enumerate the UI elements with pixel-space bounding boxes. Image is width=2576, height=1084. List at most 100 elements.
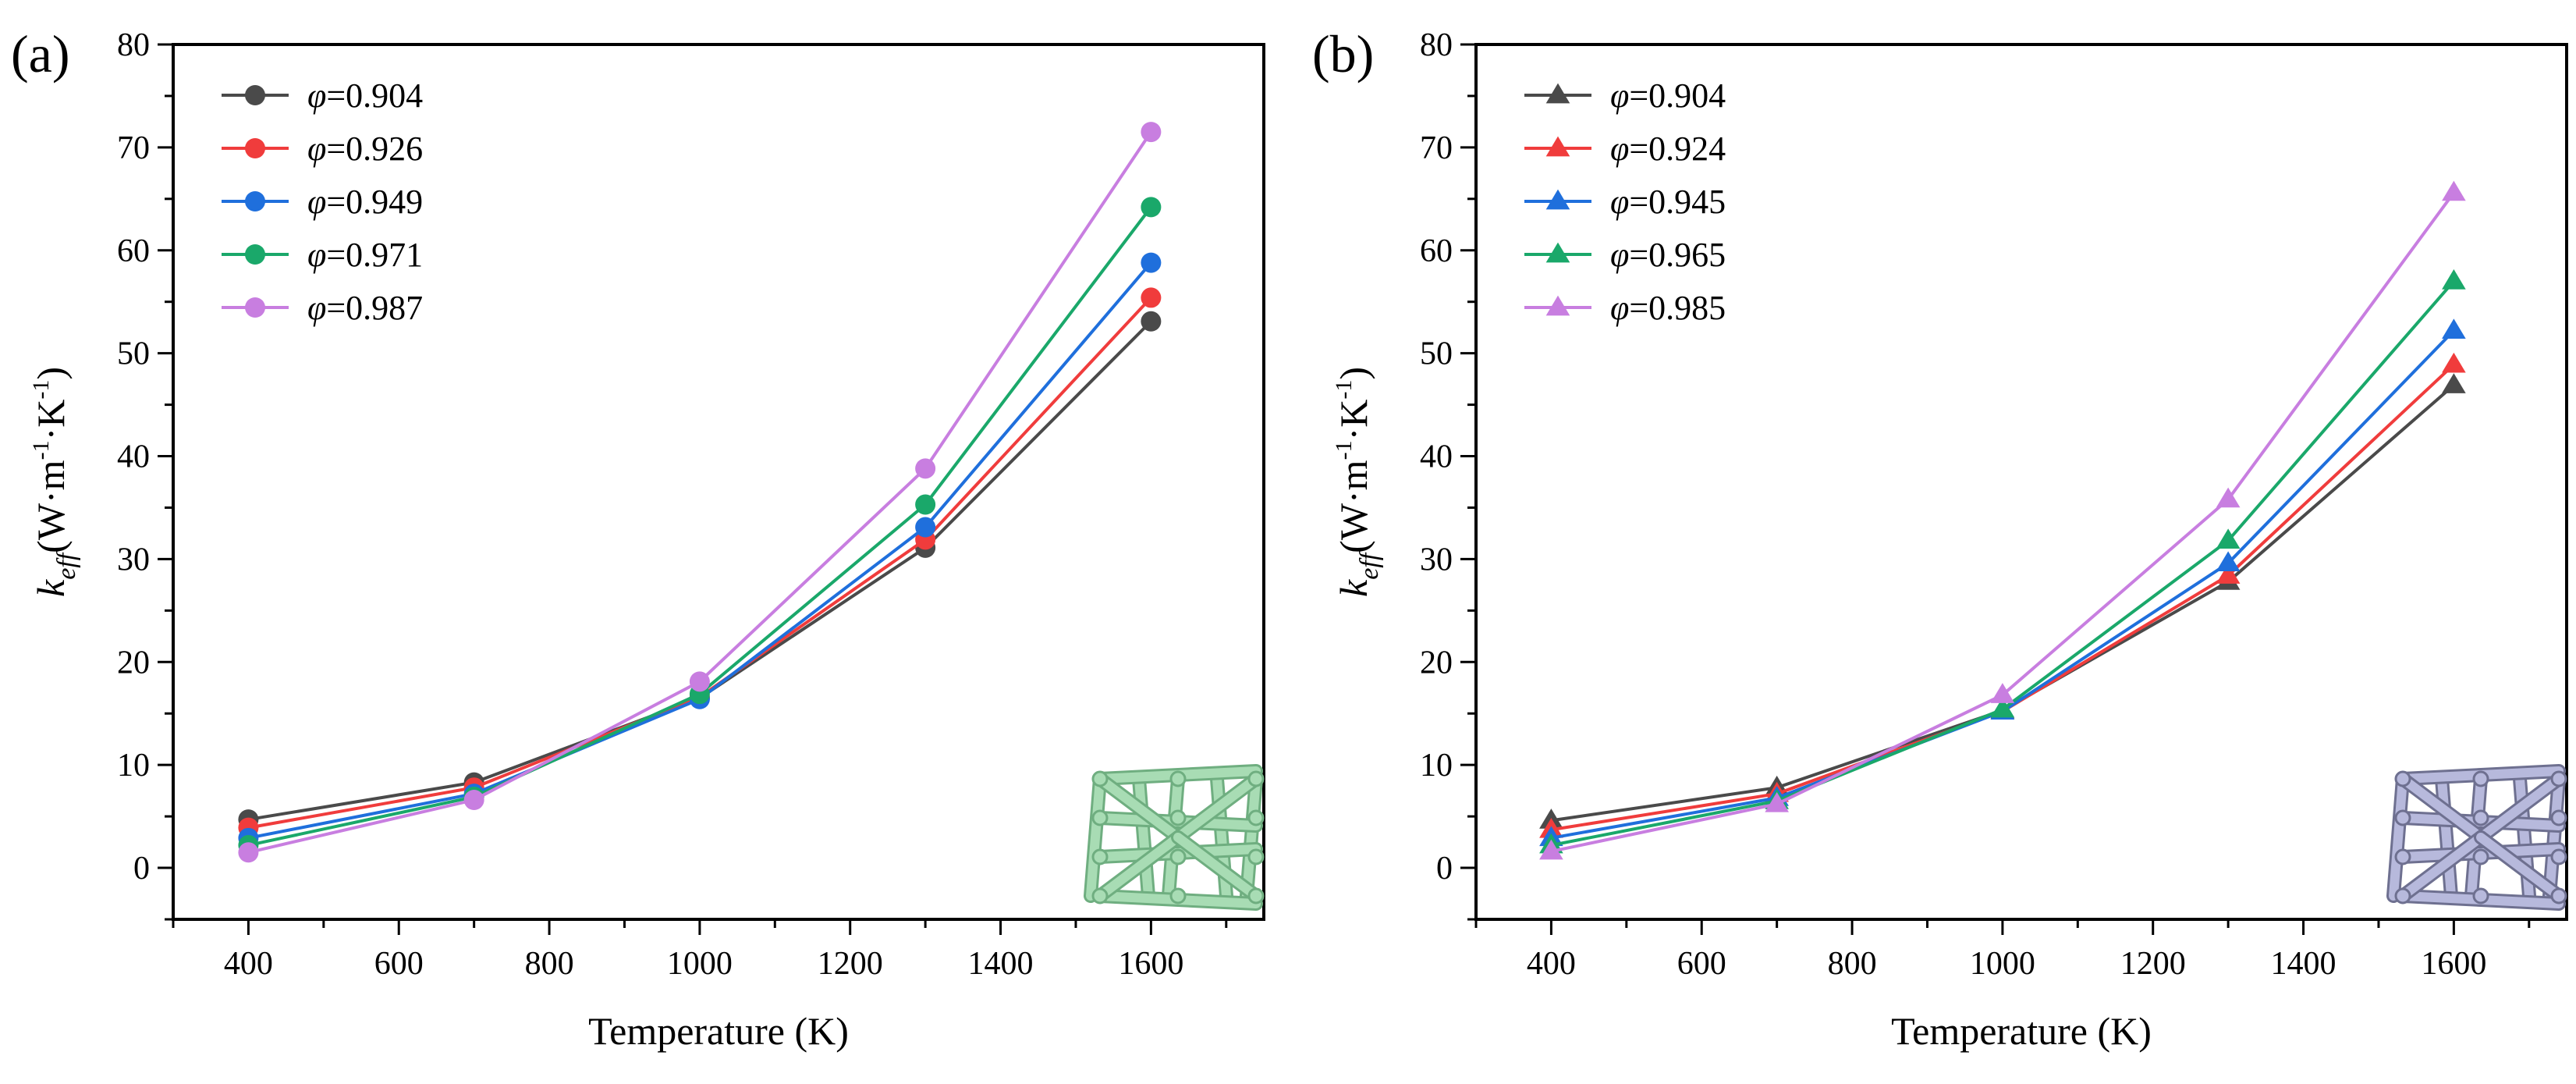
legend-value: =0.904 — [326, 76, 423, 115]
lattice-node — [1091, 770, 1109, 787]
lattice-node — [2550, 770, 2567, 787]
y-axis-superscript: -1 — [28, 440, 54, 460]
lattice-inset-image — [1084, 764, 1265, 911]
y-axis-subscript: eff — [52, 549, 81, 580]
lattice-node — [2550, 887, 2567, 905]
x-axis-title: Temperature (K) — [1891, 1009, 2152, 1053]
lattice-node — [1091, 848, 1109, 865]
data-point — [238, 842, 259, 863]
lattice-strut — [2476, 833, 2564, 901]
y-axis-units: ·K — [29, 400, 73, 441]
data-point — [2442, 180, 2466, 201]
legend-value: =0.945 — [1629, 183, 1726, 221]
legend-value: =0.926 — [326, 130, 423, 168]
y-axis-symbol: k — [1332, 579, 1375, 597]
legend-marker — [1545, 295, 1570, 316]
y-axis-subscript: eff — [1355, 549, 1384, 580]
legend-label: φ=0.985 — [1610, 289, 1726, 327]
legend-marker — [245, 85, 265, 105]
legend-marker — [1545, 136, 1570, 157]
lattice-node — [1091, 887, 1109, 905]
data-point — [1990, 683, 2015, 703]
data-point — [1141, 252, 1162, 273]
data-point — [2216, 563, 2241, 584]
chart-panel-a: (a) 400 600 800 1000 1200 1400 1600 0 10 20 30 40 50 6… — [11, 24, 1265, 1053]
x-tick-label: 1600 — [2421, 946, 2486, 982]
legend-symbol: φ — [307, 236, 326, 274]
lattice-node — [2472, 809, 2489, 826]
series-line — [248, 297, 1152, 830]
x-tick-label: 1200 — [818, 946, 883, 982]
lattice-node — [2472, 848, 2489, 865]
data-point — [1990, 697, 2015, 718]
x-tick-label: 800 — [525, 946, 574, 982]
y-tick-label: 30 — [117, 542, 150, 578]
lattice-node — [2550, 848, 2567, 865]
lattice-node — [2472, 770, 2489, 787]
data-point — [2442, 373, 2466, 393]
y-axis-title: keff(W·m-1·K-1) — [28, 367, 81, 597]
legend-value: =0.924 — [1629, 130, 1726, 168]
y-tick-label: 40 — [1420, 439, 1453, 475]
y-tick-label: 70 — [117, 130, 150, 166]
legend-label: φ=0.965 — [1610, 236, 1726, 274]
data-point — [2442, 318, 2466, 339]
legend-value: =0.987 — [326, 289, 423, 327]
legend-marker — [1545, 242, 1570, 263]
lattice-node — [1169, 848, 1187, 865]
legend-symbol: φ — [1610, 76, 1629, 115]
lattice-node — [1247, 848, 1265, 865]
y-tick-label: 80 — [117, 27, 150, 63]
data-point — [463, 790, 484, 811]
legend-symbol: φ — [307, 130, 326, 168]
y-axis-superscript: -1 — [1331, 440, 1357, 460]
y-axis-units: ) — [29, 367, 73, 380]
legend-label: φ=0.926 — [307, 130, 423, 168]
y-tick-label: 60 — [1420, 233, 1453, 269]
lattice-node — [1247, 770, 1265, 787]
lattice-node — [1247, 887, 1265, 905]
lattice-node — [2394, 770, 2411, 787]
lattice-node — [1169, 809, 1187, 826]
y-tick-label: 60 — [117, 233, 150, 269]
y-axis-title: keff(W·m-1·K-1) — [1331, 367, 1384, 597]
y-axis-units: (W·m — [1332, 460, 1375, 553]
y-tick-label: 80 — [1420, 27, 1453, 63]
data-point — [1141, 311, 1162, 332]
legend-marker — [1545, 83, 1570, 104]
legend-symbol: φ — [1610, 236, 1629, 274]
y-tick-label: 10 — [117, 748, 150, 784]
series-line — [1551, 363, 2455, 832]
data-point — [1141, 197, 1162, 218]
x-tick-label: 1000 — [667, 946, 733, 982]
lattice-node — [2394, 887, 2411, 905]
series-line — [1551, 329, 2455, 840]
legend-symbol: φ — [307, 289, 326, 327]
lattice-strut — [1173, 774, 1261, 842]
legend-value: =0.904 — [1629, 76, 1726, 115]
legend-marker — [245, 138, 265, 158]
y-axis-superscript: -1 — [1331, 380, 1357, 400]
plot-frame — [1474, 43, 2568, 921]
x-tick-label: 1600 — [1118, 946, 1183, 982]
legend-symbol: φ — [1610, 289, 1629, 327]
legend-marker — [245, 297, 265, 318]
legend-label: φ=0.924 — [1610, 130, 1726, 168]
lattice-strut — [1095, 833, 1183, 901]
data-point — [1141, 122, 1162, 143]
series-line — [1551, 384, 2455, 823]
lattice-node — [2550, 809, 2567, 826]
legend-label: φ=0.971 — [307, 236, 423, 274]
x-tick-label: 600 — [374, 946, 424, 982]
legend-symbol: φ — [307, 183, 326, 221]
x-tick-label: 1400 — [968, 946, 1034, 982]
x-tick-label: 600 — [1677, 946, 1726, 982]
data-point — [2216, 528, 2241, 549]
legend-marker — [245, 244, 265, 265]
y-axis-units: (W·m — [29, 460, 73, 553]
legend-value: =0.971 — [326, 236, 423, 274]
lattice-node — [1169, 770, 1187, 787]
lattice-strut — [2389, 774, 2407, 901]
